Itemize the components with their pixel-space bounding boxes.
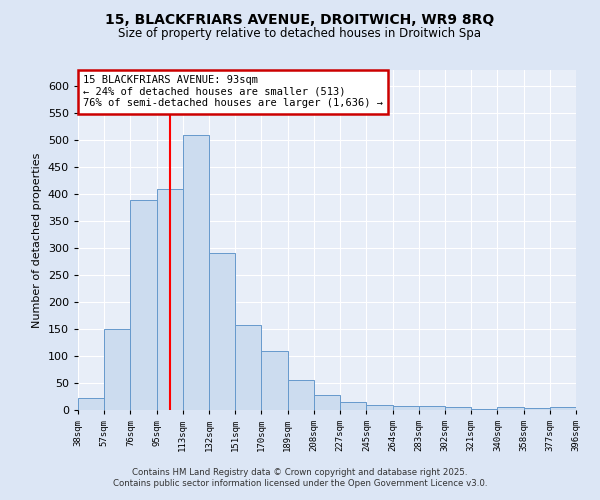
Bar xyxy=(550,408,576,410)
Bar xyxy=(78,398,104,410)
Bar xyxy=(157,188,183,410)
Bar xyxy=(209,254,235,410)
Bar xyxy=(340,402,367,410)
Bar xyxy=(392,406,419,410)
Text: 15 BLACKFRIARS AVENUE: 93sqm
← 24% of detached houses are smaller (513)
76% of s: 15 BLACKFRIARS AVENUE: 93sqm ← 24% of de… xyxy=(83,75,383,108)
Bar xyxy=(419,406,445,410)
Bar xyxy=(235,324,262,410)
Y-axis label: Number of detached properties: Number of detached properties xyxy=(32,152,42,328)
Bar xyxy=(314,395,340,410)
Bar xyxy=(262,350,287,410)
Bar xyxy=(183,135,209,410)
Bar xyxy=(287,380,314,410)
Bar xyxy=(497,408,524,410)
Bar xyxy=(104,329,130,410)
Text: 15, BLACKFRIARS AVENUE, DROITWICH, WR9 8RQ: 15, BLACKFRIARS AVENUE, DROITWICH, WR9 8… xyxy=(106,12,494,26)
Text: Contains HM Land Registry data © Crown copyright and database right 2025.
Contai: Contains HM Land Registry data © Crown c… xyxy=(113,468,487,487)
Bar xyxy=(130,200,157,410)
Bar xyxy=(524,408,550,410)
Text: Size of property relative to detached houses in Droitwich Spa: Size of property relative to detached ho… xyxy=(119,28,482,40)
Bar xyxy=(367,404,392,410)
Bar xyxy=(445,407,471,410)
Bar xyxy=(471,409,497,410)
